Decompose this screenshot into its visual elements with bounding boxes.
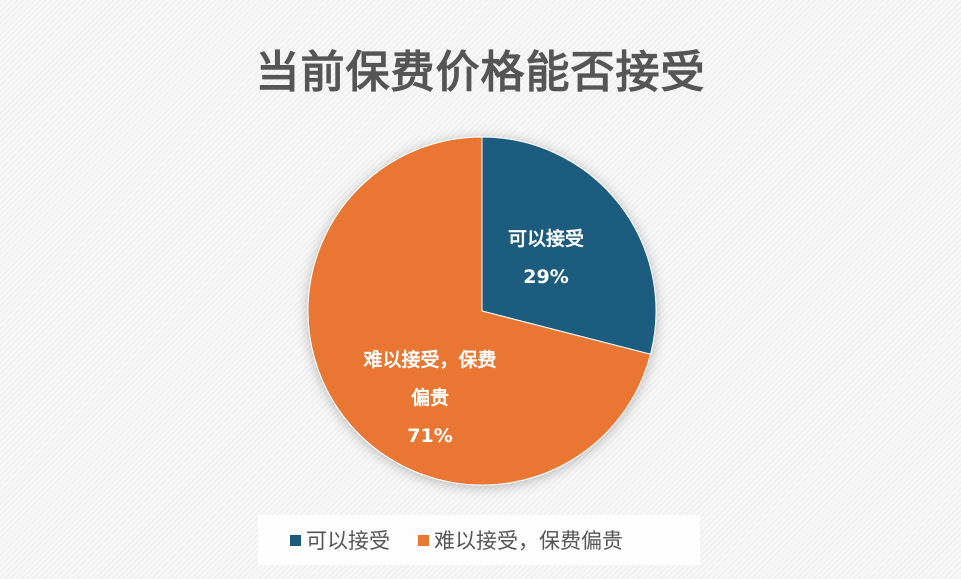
data-label-1-2: 71% bbox=[407, 425, 452, 447]
legend-swatch-reject bbox=[418, 534, 429, 546]
legend-label-reject: 难以接受，保费偏贵 bbox=[434, 529, 623, 553]
legend-item-reject: 难以接受，保费偏贵 bbox=[418, 525, 623, 555]
pie-slice-0 bbox=[481, 136, 657, 355]
legend: 可以接受 难以接受，保费偏贵 bbox=[258, 515, 700, 565]
data-label-1-0: 难以接受，保费 bbox=[362, 348, 496, 371]
data-label-0-0: 可以接受 bbox=[508, 227, 584, 250]
legend-item-accept: 可以接受 bbox=[290, 525, 390, 555]
legend-label-accept: 可以接受 bbox=[306, 529, 390, 553]
legend-swatch-accept bbox=[290, 534, 301, 546]
pie-slice-1 bbox=[307, 136, 652, 486]
data-label-0-1: 29% bbox=[523, 266, 568, 288]
chart-title: 当前保费价格能否接受 bbox=[255, 47, 706, 98]
data-label-1-1: 偏贵 bbox=[411, 386, 449, 409]
